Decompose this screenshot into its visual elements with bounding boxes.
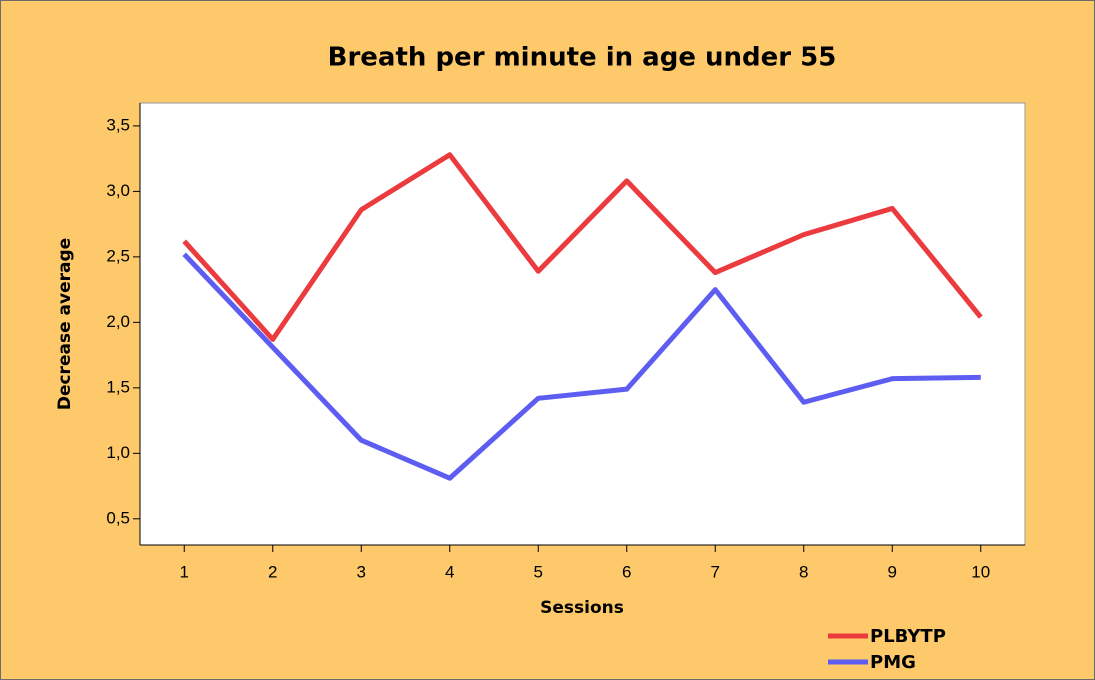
y-tick-label: 0,5	[106, 508, 130, 527]
y-tick-label: 3,5	[106, 115, 130, 134]
x-tick-label: 9	[888, 562, 897, 581]
plot-area	[139, 102, 1026, 546]
y-tick-label: 1,5	[106, 377, 130, 396]
legend-label: PLBYTP	[870, 626, 946, 647]
x-tick-label: 10	[971, 562, 990, 581]
chart-title: Breath per minute in age under 55	[328, 43, 837, 73]
x-tick-label: 4	[445, 562, 454, 581]
y-axis-label: Decrease average	[55, 238, 75, 410]
y-tick-label: 1,0	[106, 443, 130, 462]
x-tick-label: 2	[268, 562, 277, 581]
x-tick-label: 3	[357, 562, 366, 581]
x-tick-label: 6	[622, 562, 631, 581]
x-tick-label: 5	[534, 562, 543, 581]
x-tick-label: 8	[799, 562, 808, 581]
y-tick-label: 3,0	[106, 181, 130, 200]
legend-label: PMG	[870, 652, 916, 673]
line-series	[182, 252, 981, 481]
x-tick-label: 7	[711, 562, 720, 581]
x-tick-label: 1	[180, 562, 189, 581]
line-series	[182, 152, 983, 342]
y-tick-label: 2,0	[106, 312, 130, 331]
y-tick-label: 2,5	[106, 246, 130, 265]
x-axis-label: Sessions	[540, 598, 624, 618]
